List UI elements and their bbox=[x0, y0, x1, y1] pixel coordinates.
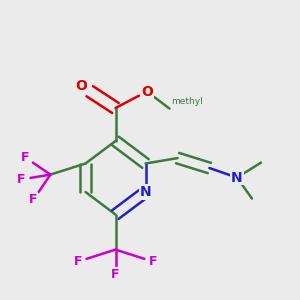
Text: F: F bbox=[111, 268, 120, 281]
Text: O: O bbox=[141, 85, 153, 98]
Text: F: F bbox=[149, 255, 157, 268]
Text: F: F bbox=[74, 255, 82, 268]
Text: N: N bbox=[231, 171, 243, 184]
Text: F: F bbox=[29, 193, 38, 206]
Text: methyl: methyl bbox=[171, 97, 203, 106]
Text: F: F bbox=[21, 151, 30, 164]
Text: F: F bbox=[17, 173, 26, 186]
Text: O: O bbox=[75, 79, 87, 92]
Text: N: N bbox=[140, 185, 151, 199]
